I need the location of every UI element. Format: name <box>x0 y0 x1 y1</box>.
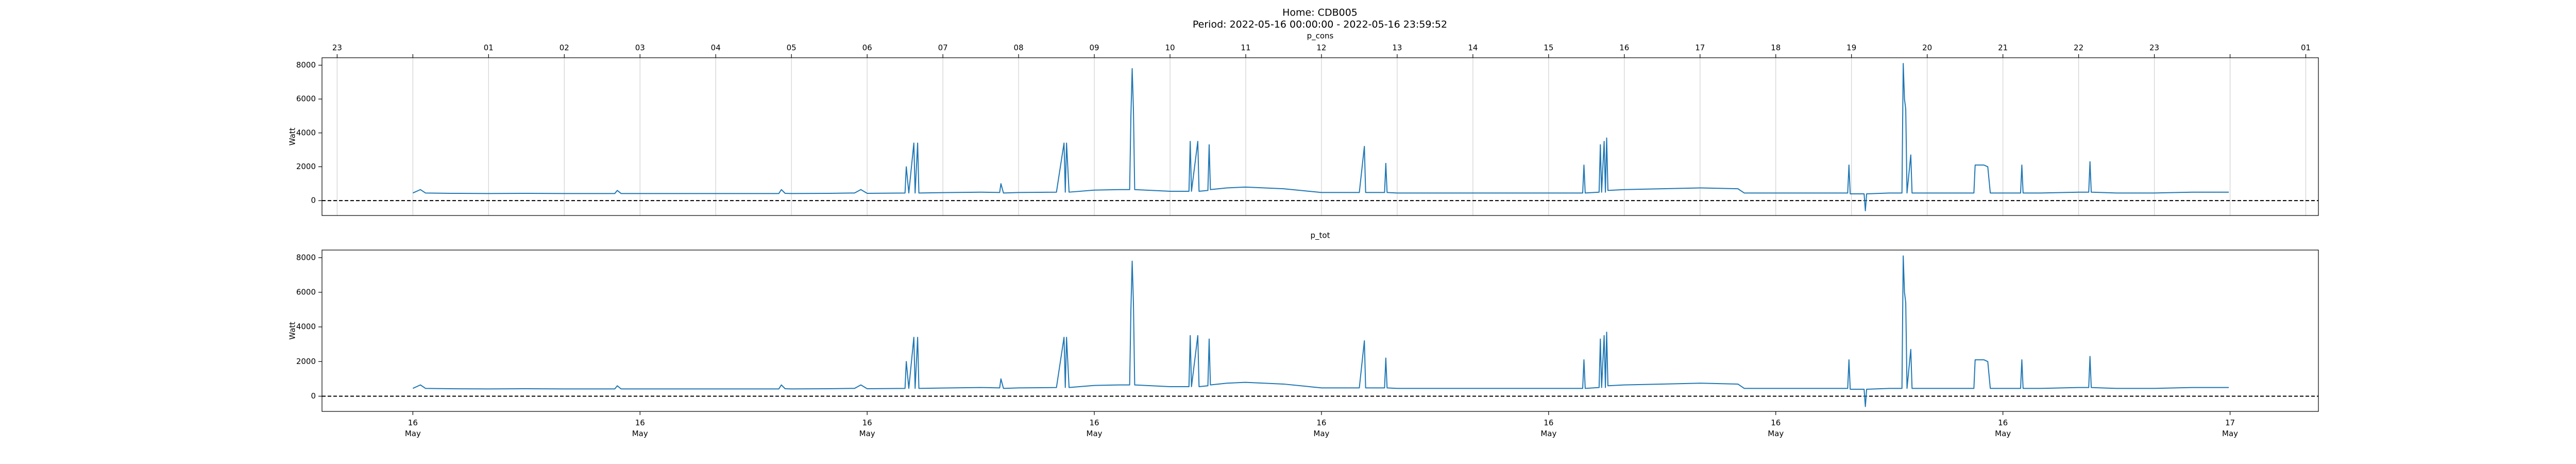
x-tick-label: 16 May <box>1540 418 1557 438</box>
x-tick-label: 02 <box>560 43 569 53</box>
x-tick-label: 16 May <box>632 418 648 438</box>
series-line <box>412 63 2229 211</box>
y-tick-label: 0 <box>311 391 316 401</box>
subplot-title: p_cons <box>1307 31 1334 41</box>
y-tick-label: 6000 <box>296 287 316 296</box>
y-tick-label: 0 <box>311 196 316 205</box>
x-tick-label: 12 <box>1316 43 1326 53</box>
axes-frame <box>321 250 2319 412</box>
y-tick-label: 6000 <box>296 94 316 104</box>
series-line <box>412 255 2229 407</box>
x-tick-label: 16 May <box>859 418 875 438</box>
x-tick-label: 23 <box>332 43 342 53</box>
y-tick-label: 2000 <box>296 162 316 171</box>
y-tick-label: 4000 <box>296 128 316 137</box>
x-tick-label: 16 May <box>1768 418 1784 438</box>
x-tick-label: 14 <box>1468 43 1478 53</box>
x-tick-label: 17 <box>1695 43 1705 53</box>
x-tick-label: 13 <box>1392 43 1402 53</box>
x-tick-label: 10 <box>1165 43 1175 53</box>
x-tick-label: 21 <box>1998 43 2008 53</box>
x-tick-label: 11 <box>1241 43 1250 53</box>
y-tick-label: 4000 <box>296 322 316 332</box>
x-tick-label: 22 <box>2074 43 2083 53</box>
period: Period: 2022-05-16 00:00:00 - 2022-05-16… <box>1193 19 1447 30</box>
figure-title: Home: CDB005 <box>1282 7 1358 19</box>
x-tick-label: 17 May <box>2222 418 2239 438</box>
x-tick-label: 18 <box>1771 43 1781 53</box>
x-tick-label: 23 <box>2149 43 2159 53</box>
y-tick-label: 2000 <box>296 357 316 366</box>
x-tick-label: 01 <box>2301 43 2311 53</box>
x-tick-label: 07 <box>938 43 948 53</box>
subplot-title: p_tot <box>1311 231 1330 241</box>
x-tick-label: 15 <box>1544 43 1553 53</box>
x-tick-label: 20 <box>1922 43 1932 53</box>
x-tick-label: 03 <box>635 43 645 53</box>
y-tick-label: 8000 <box>296 253 316 262</box>
x-tick-label: 06 <box>862 43 872 53</box>
x-tick-label: 16 <box>1619 43 1629 53</box>
x-tick-label: 16 May <box>1995 418 2011 438</box>
x-tick-label: 08 <box>1014 43 1024 53</box>
x-tick-label: 05 <box>787 43 796 53</box>
x-tick-label: 19 <box>1846 43 1856 53</box>
x-tick-label: 01 <box>484 43 494 53</box>
y-axis-label: Watt <box>288 127 297 145</box>
x-tick-label: 16 May <box>1086 418 1103 438</box>
x-tick-label: 16 May <box>1313 418 1330 438</box>
x-tick-label: 04 <box>711 43 721 53</box>
y-tick-label: 8000 <box>296 60 316 70</box>
x-tick-label: 16 May <box>404 418 421 438</box>
axes-frame <box>321 57 2319 216</box>
y-axis-label: Watt <box>288 322 297 340</box>
x-tick-label: 09 <box>1090 43 1099 53</box>
